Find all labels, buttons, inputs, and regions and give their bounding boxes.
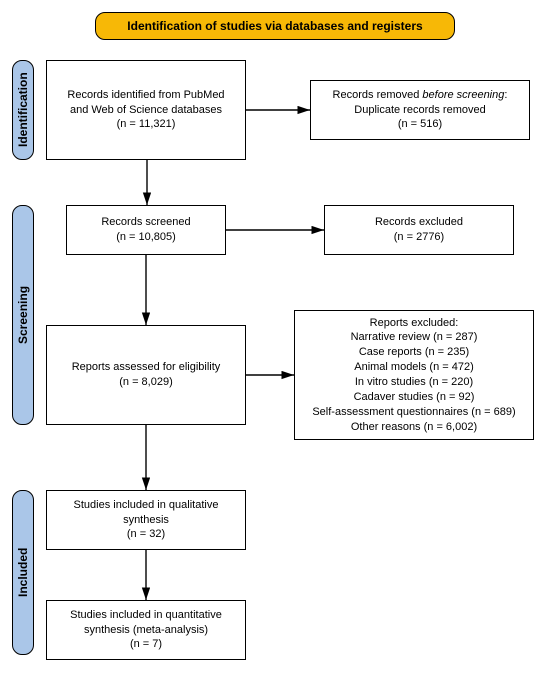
text: (n = 32) bbox=[127, 527, 165, 542]
text: Records excluded bbox=[375, 215, 463, 230]
text: (n = 7) bbox=[130, 637, 162, 652]
header-banner: Identification of studies via databases … bbox=[95, 12, 455, 40]
box-screened: Records screened (n = 10,805) bbox=[66, 205, 226, 255]
box-excluded-eligibility: Reports excluded: Narrative review (n = … bbox=[294, 310, 534, 440]
text: Other reasons (n = 6,002) bbox=[351, 420, 477, 435]
text: Reports assessed for eligibility bbox=[72, 360, 221, 375]
box-removed: Records removed before screening: Duplic… bbox=[310, 80, 530, 140]
text: (n = 11,321) bbox=[117, 117, 176, 132]
box-qualitative: Studies included in qualitative synthesi… bbox=[46, 490, 246, 550]
text: Cadaver studies (n = 92) bbox=[354, 390, 475, 405]
box-quantitative: Studies included in quantitative synthes… bbox=[46, 600, 246, 660]
text: In vitro studies (n = 220) bbox=[355, 375, 473, 390]
text: Records identified from PubMed bbox=[67, 88, 224, 103]
box-identified: Records identified from PubMed and Web o… bbox=[46, 60, 246, 160]
text: Animal models (n = 472) bbox=[354, 360, 474, 375]
stage-included: Included bbox=[12, 490, 34, 655]
text: (n = 10,805) bbox=[116, 230, 176, 245]
text: Studies included in quantitative bbox=[70, 608, 222, 623]
box-excluded-screen: Records excluded (n = 2776) bbox=[324, 205, 514, 255]
text: (n = 8,029) bbox=[119, 375, 173, 390]
stage-screening: Screening bbox=[12, 205, 34, 425]
text: synthesis (meta-analysis) bbox=[84, 623, 208, 638]
text: Narrative review (n = 287) bbox=[351, 330, 478, 345]
text: Records removed before screening: bbox=[333, 88, 508, 103]
stage-identification: Identification bbox=[12, 60, 34, 160]
box-assessed: Reports assessed for eligibility (n = 8,… bbox=[46, 325, 246, 425]
text: Records screened bbox=[101, 215, 190, 230]
text: Reports excluded: bbox=[370, 316, 459, 331]
text: synthesis bbox=[123, 513, 169, 528]
text: Duplicate records removed bbox=[354, 103, 485, 118]
flow-diagram: Identification Screening Included Record… bbox=[12, 50, 538, 675]
text: (n = 516) bbox=[398, 117, 442, 132]
text: Case reports (n = 235) bbox=[359, 345, 469, 360]
text: and Web of Science databases bbox=[70, 103, 222, 118]
text: (n = 2776) bbox=[394, 230, 444, 245]
text: Self-assessment questionnaires (n = 689) bbox=[312, 405, 515, 420]
text: Studies included in qualitative bbox=[74, 498, 219, 513]
